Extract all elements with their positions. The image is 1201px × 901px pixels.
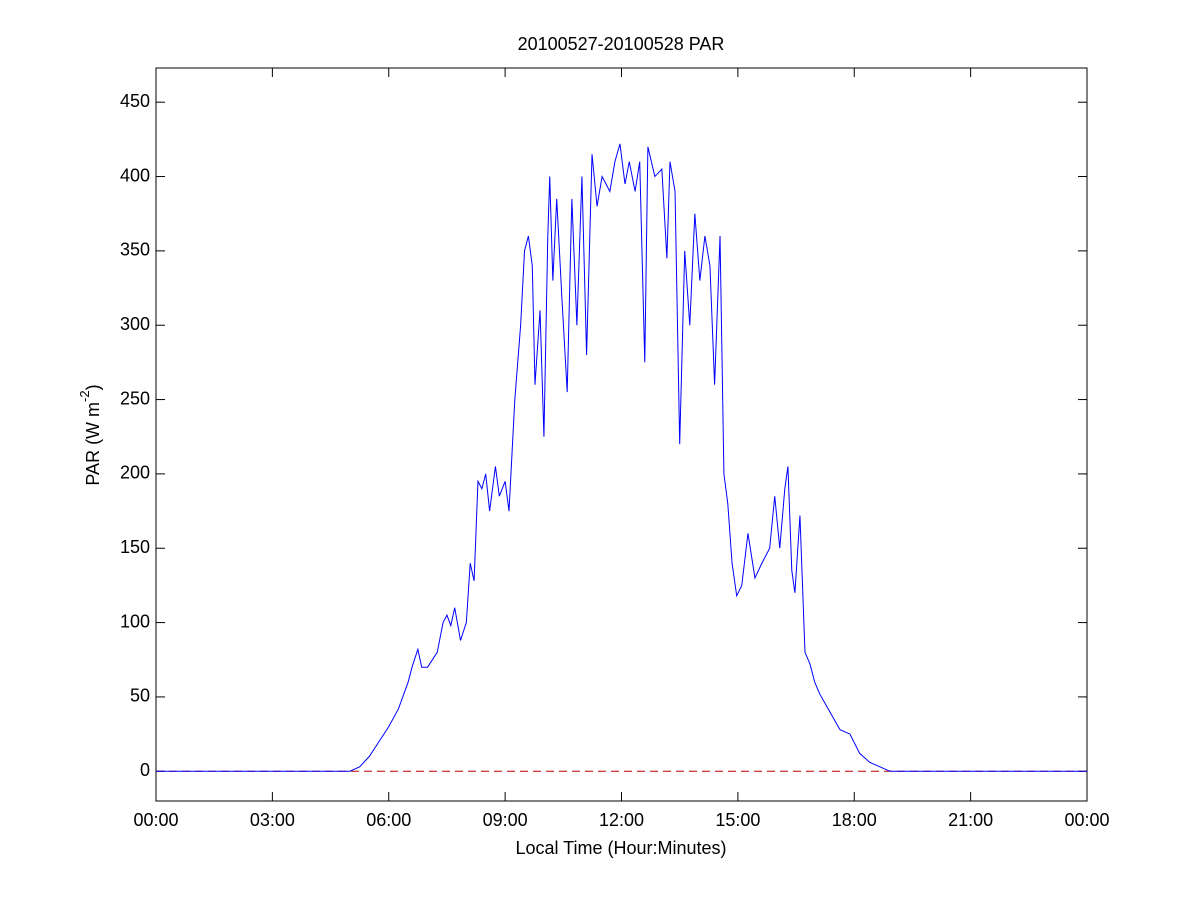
x-axis-label: Local Time (Hour:Minutes) [515,838,726,858]
x-tick-label: 21:00 [948,810,993,830]
y-axis-label-end: ) [83,384,103,390]
y-tick-label: 50 [130,686,150,706]
x-tick-label: 18:00 [832,810,877,830]
y-tick-label: 0 [140,760,150,780]
x-tick-label: 03:00 [250,810,295,830]
x-tick-label: 00:00 [133,810,178,830]
x-tick-label: 15:00 [715,810,760,830]
y-tick-label: 450 [120,91,150,111]
x-tick-label: 06:00 [366,810,411,830]
y-tick-label: 150 [120,537,150,557]
x-tick-label: 00:00 [1064,810,1109,830]
y-tick-label: 350 [120,240,150,260]
chart-title: 20100527-20100528 PAR [518,34,725,54]
x-tick-label: 12:00 [599,810,644,830]
y-axis-label: PAR (W m-2) [77,384,102,485]
x-tick-label: 09:00 [483,810,528,830]
y-tick-label: 250 [120,388,150,408]
y-tick-label: 100 [120,611,150,631]
data-line [156,143,1087,772]
y-tick-label: 300 [120,314,150,334]
y-axis-label-sup: -2 [77,390,92,402]
y-tick-label: 400 [120,165,150,185]
y-axis-label-main: PAR (W m [83,402,103,486]
y-tick-label: 200 [120,463,150,483]
axes-box [155,67,1088,802]
